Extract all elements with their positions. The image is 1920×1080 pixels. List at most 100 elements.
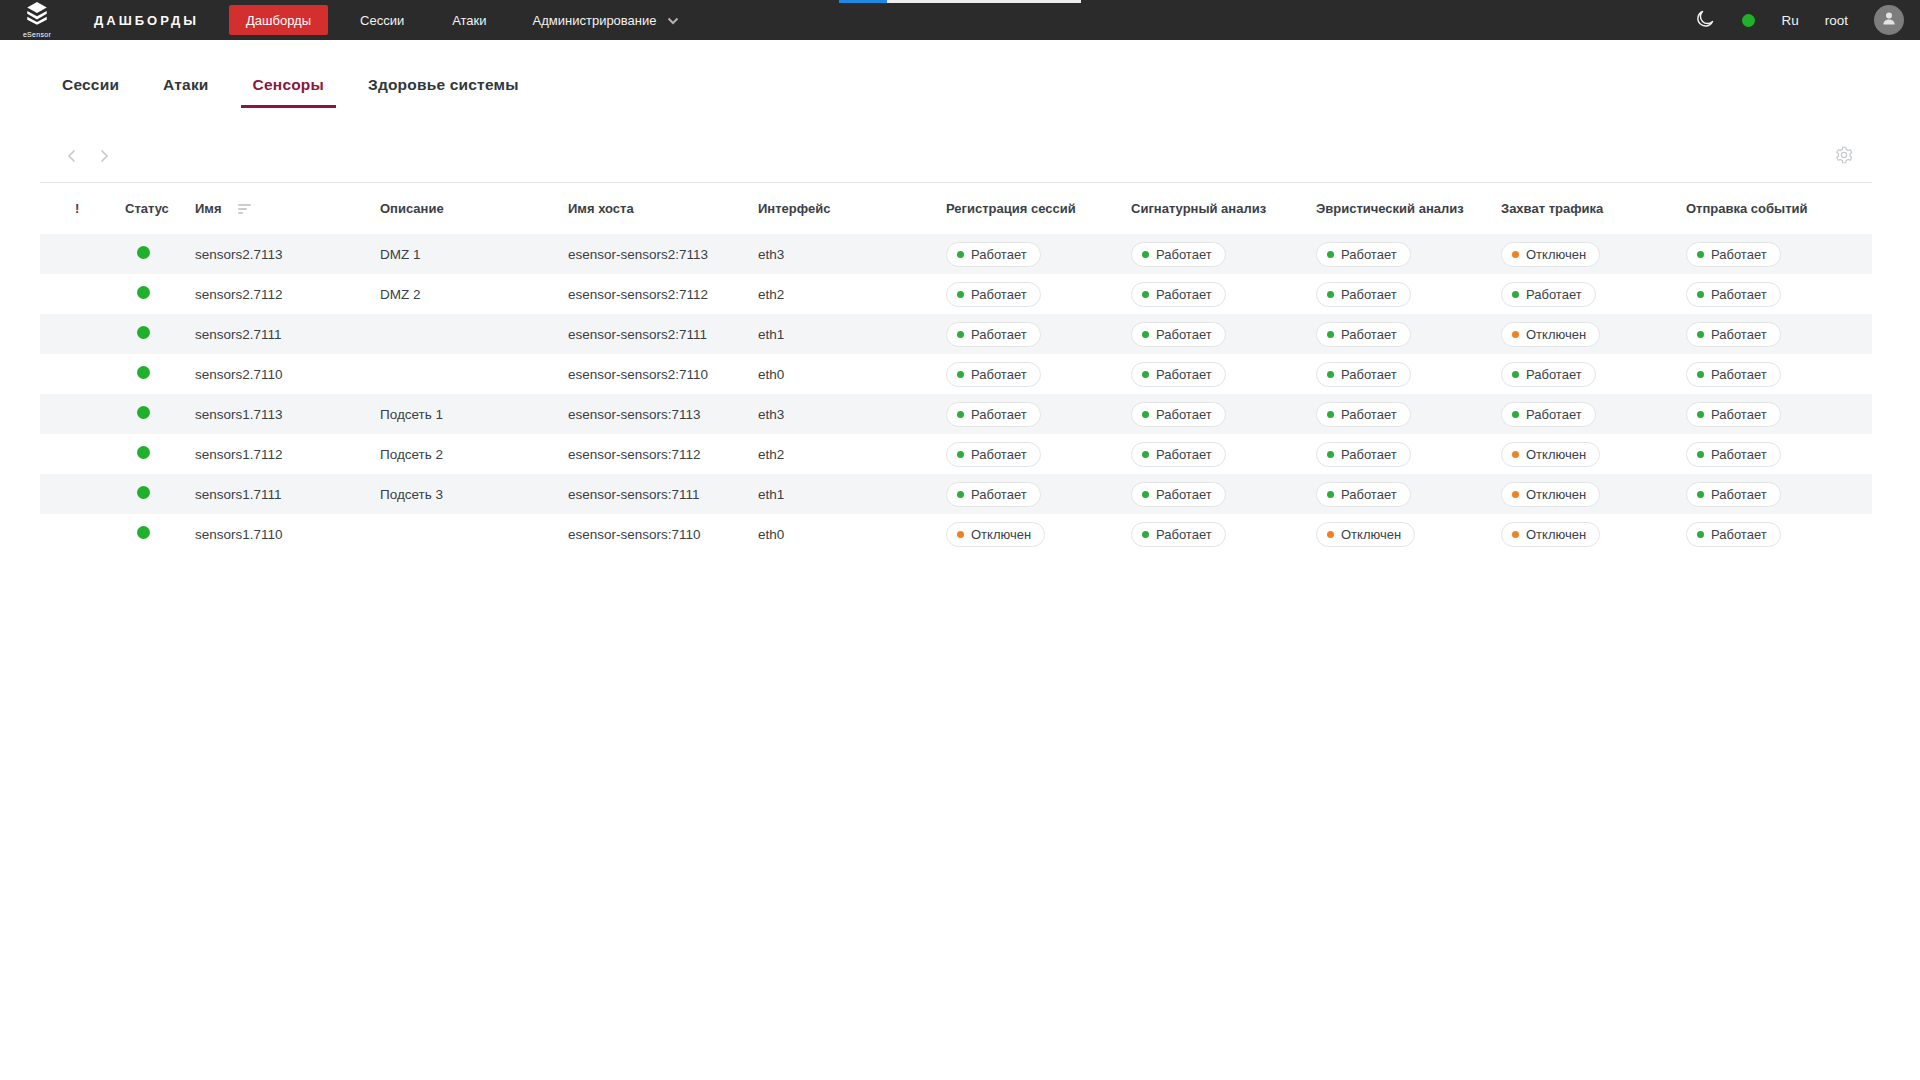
service-status-badge: Работает [1131,242,1226,267]
service-status-label: Работает [971,328,1027,341]
cell-status [125,366,195,382]
sensor-status-dot [137,246,150,259]
cell-event-sending: Работает [1686,282,1872,307]
service-status-label: Работает [1711,528,1767,541]
nav-item-attacks[interactable]: Атаки [448,7,490,34]
column-header-heuristic-analysis[interactable]: Эвристический анализ [1316,201,1501,216]
tab-sessions[interactable]: Сессии [40,62,141,108]
dark-mode-toggle[interactable] [1694,8,1716,33]
column-header-host[interactable]: Имя хоста [568,201,758,216]
cell-heuristic-analysis: Работает [1316,282,1501,307]
cell-session-registration: Работает [946,362,1131,387]
user-avatar[interactable] [1874,5,1904,35]
service-status-label: Работает [1711,448,1767,461]
service-status-label: Работает [971,288,1027,301]
column-header-alert[interactable]: ! [75,201,125,216]
column-header-label: Статус [125,201,169,216]
tab-sensors[interactable]: Сенсоры [231,62,346,108]
cell-description: Подсеть 1 [380,407,568,422]
table-row[interactable]: sensors1.7110esensor-sensors:7110eth0Отк… [40,514,1872,554]
table-row[interactable]: sensors2.7110esensor-sensors2:7110eth0Ра… [40,354,1872,394]
service-status-badge: Работает [1686,282,1781,307]
cell-interface: eth3 [758,247,946,262]
table-row[interactable]: sensors1.7113Подсеть 1esensor-sensors:71… [40,394,1872,434]
service-status-badge: Работает [946,482,1041,507]
column-header-session-registration[interactable]: Регистрация сессий [946,201,1131,216]
app-logo[interactable]: eSensor [12,2,62,38]
cell-event-sending: Работает [1686,442,1872,467]
service-status-label: Работает [1526,288,1582,301]
service-status-badge: Работает [1131,322,1226,347]
green-status-dot-icon [1512,371,1519,378]
column-header-label: Эвристический анализ [1316,201,1464,216]
green-status-dot-icon [1142,291,1149,298]
cell-signature-analysis: Работает [1131,482,1316,507]
cell-description: Подсеть 2 [380,447,568,462]
language-selector[interactable]: Ru [1781,13,1798,28]
next-page-button[interactable] [92,144,116,171]
column-header-traffic-capture[interactable]: Захват трафика [1501,201,1686,216]
table-header-row: !Статус ИмяОписаниеИмя хостаИнтерфейсРеги… [40,183,1872,234]
service-status-badge: Работает [1316,362,1411,387]
service-status-badge: Работает [1686,482,1781,507]
tab-attacks[interactable]: Атаки [141,62,231,108]
service-status-label: Работает [1711,328,1767,341]
column-header-name[interactable]: Имя [195,201,380,216]
green-status-dot-icon [957,291,964,298]
orange-status-dot-icon [1512,331,1519,338]
nav-item-dashboards[interactable]: Дашборды [229,5,328,35]
service-status-badge: Работает [1316,322,1411,347]
cell-host: esensor-sensors:7113 [568,407,758,422]
green-status-dot-icon [1697,331,1704,338]
cell-status [125,286,195,302]
cell-host: esensor-sensors2:7112 [568,287,758,302]
service-status-badge: Отключен [1501,322,1600,347]
service-status-label: Работает [1711,488,1767,501]
sort-icon[interactable] [238,204,251,214]
tab-system-health[interactable]: Здоровье системы [346,62,541,108]
cell-traffic-capture: Отключен [1501,242,1686,267]
service-status-badge: Работает [1686,522,1781,547]
column-header-description[interactable]: Описание [380,201,568,216]
green-status-dot-icon [1327,411,1334,418]
cell-traffic-capture: Отключен [1501,482,1686,507]
cell-signature-analysis: Работает [1131,402,1316,427]
nav-item-sessions[interactable]: Сессии [356,7,408,34]
service-status-badge: Работает [1686,442,1781,467]
table-row[interactable]: sensors1.7111Подсеть 3esensor-sensors:71… [40,474,1872,514]
table-row[interactable]: sensors2.7113DMZ 1esensor-sensors2:7113e… [40,234,1872,274]
service-status-label: Работает [1526,368,1582,381]
prev-page-button[interactable] [60,144,84,171]
green-status-dot-icon [1697,531,1704,538]
service-status-badge: Работает [1501,282,1596,307]
green-status-dot-icon [1327,331,1334,338]
column-header-status[interactable]: Статус [125,201,195,216]
cell-status [125,486,195,502]
column-header-signature-analysis[interactable]: Сигнатурный анализ [1131,201,1316,216]
green-status-dot-icon [1697,451,1704,458]
cell-interface: eth2 [758,447,946,462]
green-status-dot-icon [1697,491,1704,498]
green-status-dot-icon [957,371,964,378]
cell-description: DMZ 2 [380,287,568,302]
cell-name: sensors1.7112 [195,447,380,462]
gear-button[interactable] [1834,145,1854,168]
chevron-left-icon [64,148,80,167]
column-header-interface[interactable]: Интерфейс [758,201,946,216]
progress-bar-light-segment [887,0,1081,3]
service-status-label: Работает [971,408,1027,421]
sensor-status-dot [137,366,150,379]
cell-session-registration: Работает [946,402,1131,427]
orange-status-dot-icon [1512,251,1519,258]
nav-item-administration[interactable]: Администрирование [533,11,679,29]
green-status-dot-icon [957,411,964,418]
table-row[interactable]: sensors2.7111esensor-sensors2:7111eth1Ра… [40,314,1872,354]
cell-event-sending: Работает [1686,402,1872,427]
column-header-event-sending[interactable]: Отправка событий [1686,201,1872,216]
table-row[interactable]: sensors2.7112DMZ 2esensor-sensors2:7112e… [40,274,1872,314]
sensor-status-dot [137,446,150,459]
cell-heuristic-analysis: Работает [1316,442,1501,467]
cell-session-registration: Работает [946,282,1131,307]
green-status-dot-icon [1327,371,1334,378]
table-row[interactable]: sensors1.7112Подсеть 2esensor-sensors:71… [40,434,1872,474]
